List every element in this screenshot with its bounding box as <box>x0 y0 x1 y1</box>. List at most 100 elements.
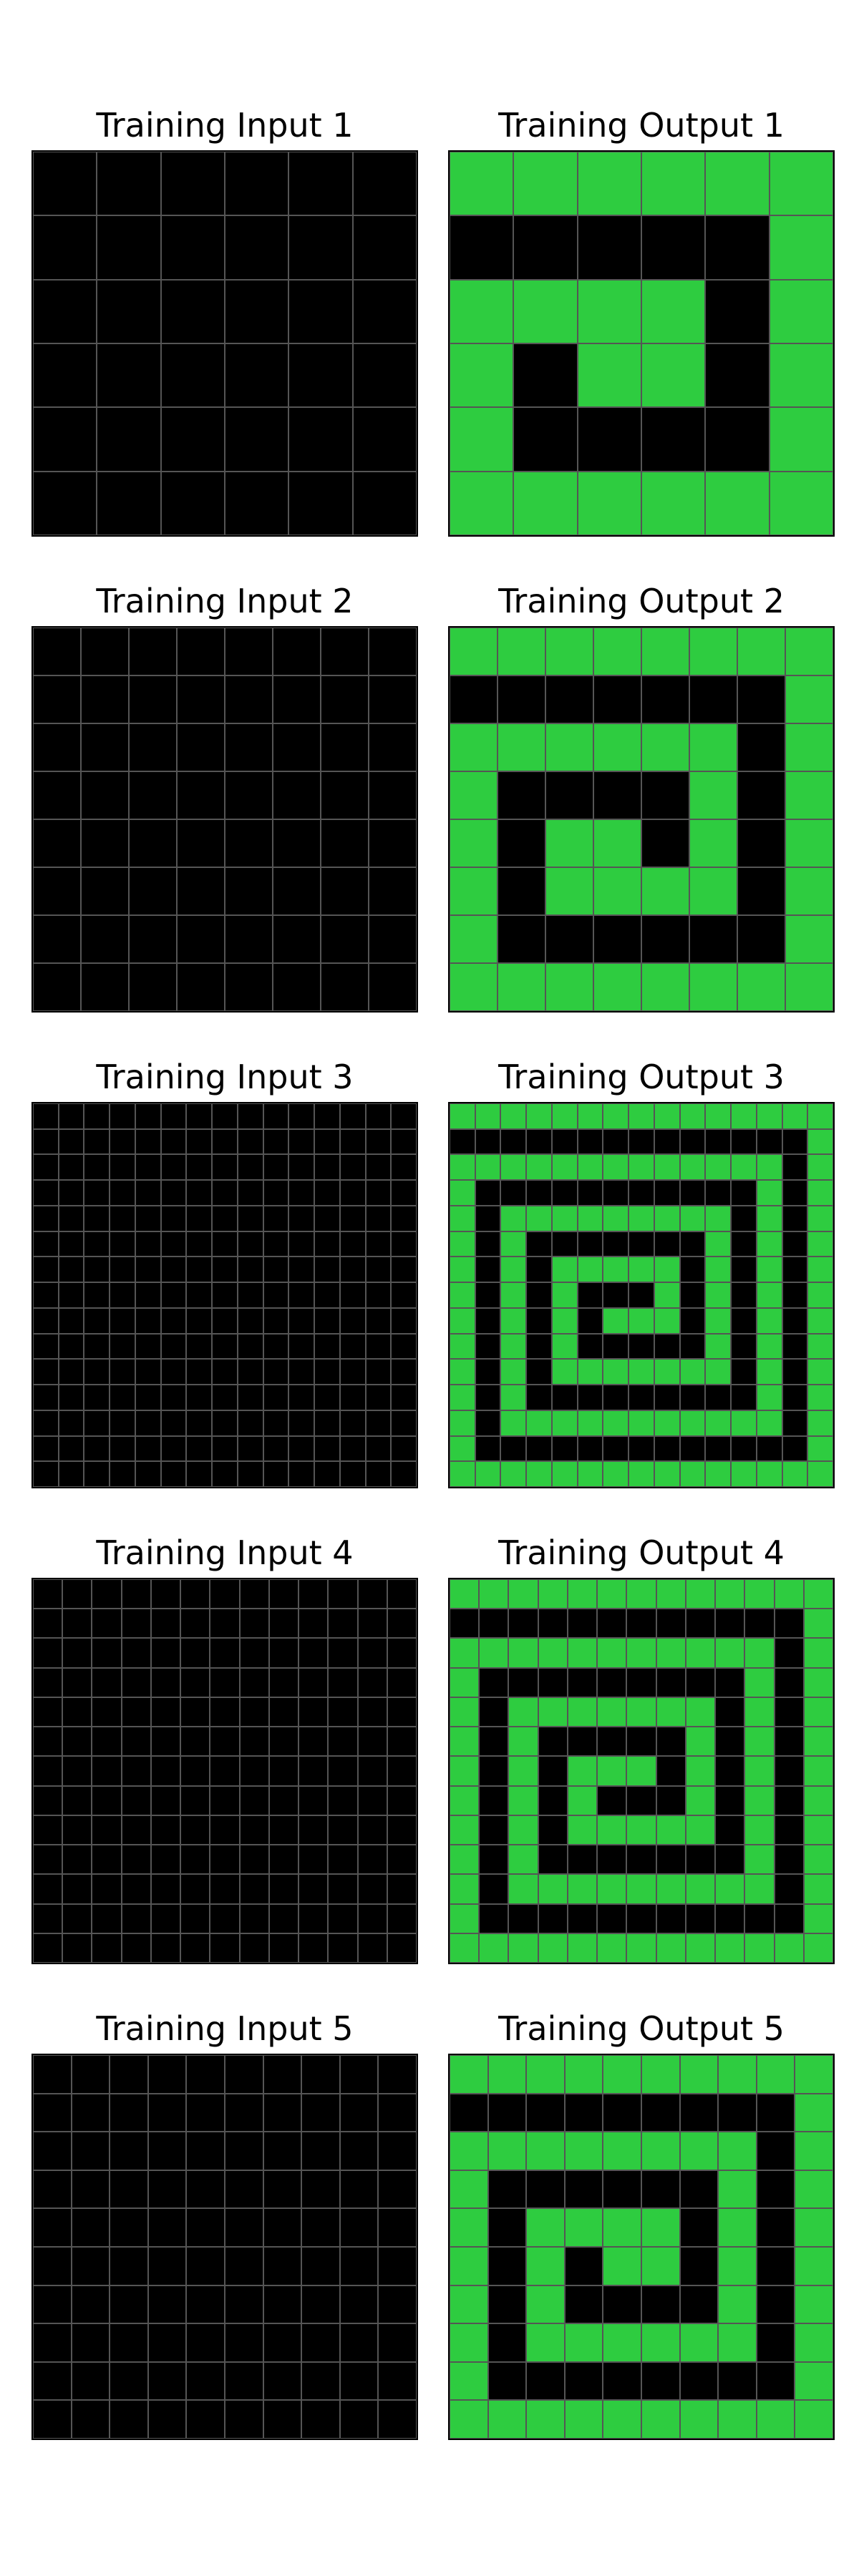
grid-cell <box>731 1282 757 1308</box>
grid-cell <box>62 1609 92 1639</box>
grid-cell <box>186 1461 213 1487</box>
grid-cell <box>593 675 641 723</box>
grid-cell <box>391 1180 417 1206</box>
grid-cell <box>186 2055 225 2094</box>
grid-cell <box>774 1727 804 1757</box>
grid-cell <box>756 1461 782 1487</box>
grid-cell <box>84 1154 110 1181</box>
grid-cell <box>135 1231 161 1257</box>
grid-cell <box>744 1785 775 1815</box>
grid-cell <box>288 1333 315 1360</box>
grid-cell <box>147 2055 187 2094</box>
grid-cell <box>225 152 289 216</box>
grid-cell <box>268 1667 299 1697</box>
grid-cell <box>782 1128 808 1155</box>
grid-cell <box>685 1903 716 1933</box>
grid-cell <box>450 819 498 867</box>
grid-cell <box>177 867 225 915</box>
grid-cell <box>121 1903 151 1933</box>
grid-cell <box>33 1638 63 1668</box>
grid-cell <box>705 471 770 535</box>
grid-cell <box>62 1638 92 1668</box>
grid-cell <box>807 1103 833 1129</box>
grid-cell <box>774 1785 804 1815</box>
grid-cell <box>508 1874 538 1904</box>
grid-cell <box>147 2285 187 2324</box>
grid-cell <box>150 1845 181 1875</box>
grid-cell <box>500 1333 527 1360</box>
grid-cell <box>314 1257 340 1283</box>
grid-cell <box>263 1231 289 1257</box>
grid-cell <box>603 1282 629 1308</box>
grid-cell <box>567 1667 598 1697</box>
grid-cell <box>33 1359 59 1385</box>
grid-cell <box>629 1180 654 1206</box>
input-grid <box>31 2054 418 2440</box>
output-grid <box>448 626 835 1013</box>
grid-cell <box>803 1609 833 1639</box>
grid-cell <box>186 2208 225 2247</box>
grid-cell <box>110 1410 135 1436</box>
grid-cell <box>378 2323 417 2362</box>
grid-cell <box>299 1727 329 1757</box>
grid-cell <box>737 915 785 963</box>
grid-cell <box>641 2361 680 2401</box>
grid-cell <box>150 1933 181 1963</box>
grid-cell <box>33 915 81 963</box>
grid-cell <box>135 1410 161 1436</box>
grid-cell <box>150 1874 181 1904</box>
grid-cell <box>689 819 737 867</box>
grid-cell <box>756 1359 782 1385</box>
grid-cell <box>273 628 321 675</box>
grid-cell <box>450 407 514 472</box>
grid-cell <box>737 819 785 867</box>
grid-cell <box>577 471 641 535</box>
grid-cell <box>288 407 353 472</box>
grid-cell <box>225 215 289 280</box>
input-title: Training Input 5 <box>96 2009 354 2048</box>
grid-cell <box>160 152 225 216</box>
grid-cell <box>110 2246 148 2285</box>
grid-cell <box>774 1903 804 1933</box>
grid-cell <box>656 1579 686 1609</box>
output-grid <box>448 1102 835 1488</box>
grid-cell <box>97 343 161 408</box>
grid-cell <box>391 1461 417 1487</box>
grid-cell <box>33 771 81 819</box>
grid-cell <box>500 1103 527 1129</box>
grid-cell <box>62 1727 92 1757</box>
grid-cell <box>731 1205 757 1231</box>
grid-cell <box>301 2208 340 2247</box>
grid-cell <box>774 1638 804 1668</box>
grid-cell <box>225 279 289 343</box>
grid-cell <box>654 1154 680 1181</box>
grid-cell <box>603 1333 629 1360</box>
grid-cell <box>237 1359 263 1385</box>
grid-cell <box>450 1785 480 1815</box>
grid-cell <box>263 1385 289 1410</box>
grid-cell <box>62 1667 92 1697</box>
grid-cell <box>110 2055 148 2094</box>
grid-cell <box>577 343 641 408</box>
grid-cell <box>339 1231 366 1257</box>
grid-cell <box>564 2285 603 2324</box>
grid-cell <box>538 1638 568 1668</box>
grid-cell <box>225 771 273 819</box>
grid-cell <box>160 1359 187 1385</box>
grid-cell <box>545 723 593 771</box>
grid-cell <box>224 2055 263 2094</box>
grid-cell <box>500 1128 527 1155</box>
grid-cell <box>33 2093 72 2132</box>
grid-cell <box>689 771 737 819</box>
grid-cell <box>756 2361 795 2401</box>
grid-cell <box>508 1933 538 1963</box>
grid-cell <box>803 1727 833 1757</box>
grid-cell <box>715 1756 745 1786</box>
grid-cell <box>487 2361 527 2401</box>
grid-cell <box>288 1103 315 1129</box>
grid-cell <box>110 1205 135 1231</box>
pair-3: Training Input 3 Training Output 3 <box>0 1052 859 1488</box>
grid-cell <box>263 1103 289 1129</box>
grid-cell <box>656 1815 686 1845</box>
grid-cell <box>513 279 578 343</box>
